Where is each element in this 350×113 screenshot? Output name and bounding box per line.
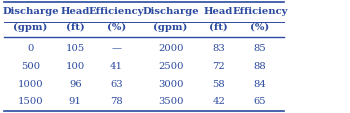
Text: 2000: 2000 — [158, 44, 183, 53]
Text: 91: 91 — [69, 96, 82, 105]
Text: 500: 500 — [21, 61, 40, 70]
Text: (%): (%) — [107, 23, 126, 32]
Text: 3500: 3500 — [158, 96, 183, 105]
Text: (gpm): (gpm) — [13, 23, 48, 32]
Text: 1500: 1500 — [18, 96, 43, 105]
Text: (ft): (ft) — [209, 23, 228, 32]
Text: 100: 100 — [66, 61, 85, 70]
Text: 2500: 2500 — [158, 61, 183, 70]
Text: 85: 85 — [253, 44, 266, 53]
Text: 84: 84 — [253, 79, 266, 88]
Text: 83: 83 — [212, 44, 225, 53]
Text: —: — — [111, 44, 121, 53]
Text: 42: 42 — [212, 96, 225, 105]
Text: (gpm): (gpm) — [153, 23, 188, 32]
Text: (%): (%) — [250, 23, 270, 32]
Text: Head: Head — [204, 7, 233, 16]
Text: Efficiency: Efficiency — [232, 7, 288, 16]
Text: 1000: 1000 — [18, 79, 43, 88]
Text: 96: 96 — [69, 79, 82, 88]
Text: Discharge: Discharge — [2, 7, 59, 16]
Text: 78: 78 — [110, 96, 123, 105]
Text: Efficiency: Efficiency — [89, 7, 144, 16]
Text: (ft): (ft) — [66, 23, 85, 32]
Text: 41: 41 — [110, 61, 123, 70]
Text: 0: 0 — [27, 44, 34, 53]
Text: 63: 63 — [110, 79, 123, 88]
Text: Head: Head — [61, 7, 90, 16]
Text: 72: 72 — [212, 61, 225, 70]
Text: 105: 105 — [66, 44, 85, 53]
Text: 88: 88 — [253, 61, 266, 70]
Text: 58: 58 — [212, 79, 225, 88]
Text: 65: 65 — [253, 96, 266, 105]
Text: 3000: 3000 — [158, 79, 183, 88]
Text: Discharge: Discharge — [142, 7, 199, 16]
